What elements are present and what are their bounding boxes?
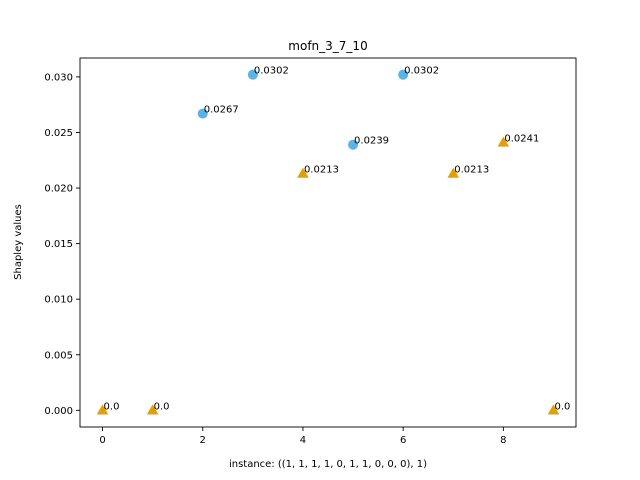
y-tick-label: 0.025 — [44, 128, 73, 139]
data-label: 0.0 — [554, 401, 570, 412]
x-tick-label: 6 — [400, 435, 406, 446]
data-label: 0.0 — [104, 401, 120, 412]
data-point — [547, 404, 560, 415]
y-tick-label: 0.015 — [44, 239, 73, 250]
data-point — [447, 167, 460, 178]
data-label: 0.0302 — [404, 66, 439, 77]
data-label: 0.0213 — [454, 165, 489, 176]
x-tick-label: 4 — [300, 435, 306, 446]
data-label: 0.0267 — [204, 105, 239, 116]
x-tick-label: 2 — [200, 435, 206, 446]
data-point — [96, 404, 109, 415]
y-tick-label: 0.020 — [44, 184, 73, 195]
data-label: 0.0239 — [354, 136, 389, 147]
plot-marks: 0.0267 0.0302 0.0239 0.0302 0.0 0.0 0.0213 0.02… — [96, 66, 570, 415]
x-tick-label: 8 — [500, 435, 506, 446]
plot-frame — [79, 57, 577, 428]
data-point — [398, 69, 409, 80]
data-label: 0.0302 — [254, 66, 289, 77]
data-label: 0.0 — [154, 401, 170, 412]
y-axis-label: Shapley values — [13, 204, 24, 280]
y-tick-label: 0.010 — [44, 295, 73, 306]
data-point — [197, 108, 208, 119]
data-label: 0.0241 — [504, 133, 539, 144]
axes: 0 2 4 6 8 0.000 0.005 0.010 0.015 0.020 0.025 0.030 — [44, 57, 577, 446]
data-label: 0.0213 — [304, 165, 339, 176]
y-tick-label: 0.005 — [44, 350, 73, 361]
data-point — [146, 404, 159, 415]
data-point — [497, 136, 510, 147]
data-point — [348, 139, 359, 150]
data-point — [297, 167, 309, 178]
x-axis-label: instance: ((1, 1, 1, 1, 0, 1, 1, 0, 0, 0… — [229, 459, 427, 470]
y-tick-label: 0.000 — [44, 406, 73, 417]
x-tick-label: 0 — [99, 435, 105, 446]
data-point — [247, 69, 258, 80]
y-tick-label: 0.030 — [44, 72, 73, 83]
chart-title: mofn_3_7_10 — [288, 39, 367, 53]
